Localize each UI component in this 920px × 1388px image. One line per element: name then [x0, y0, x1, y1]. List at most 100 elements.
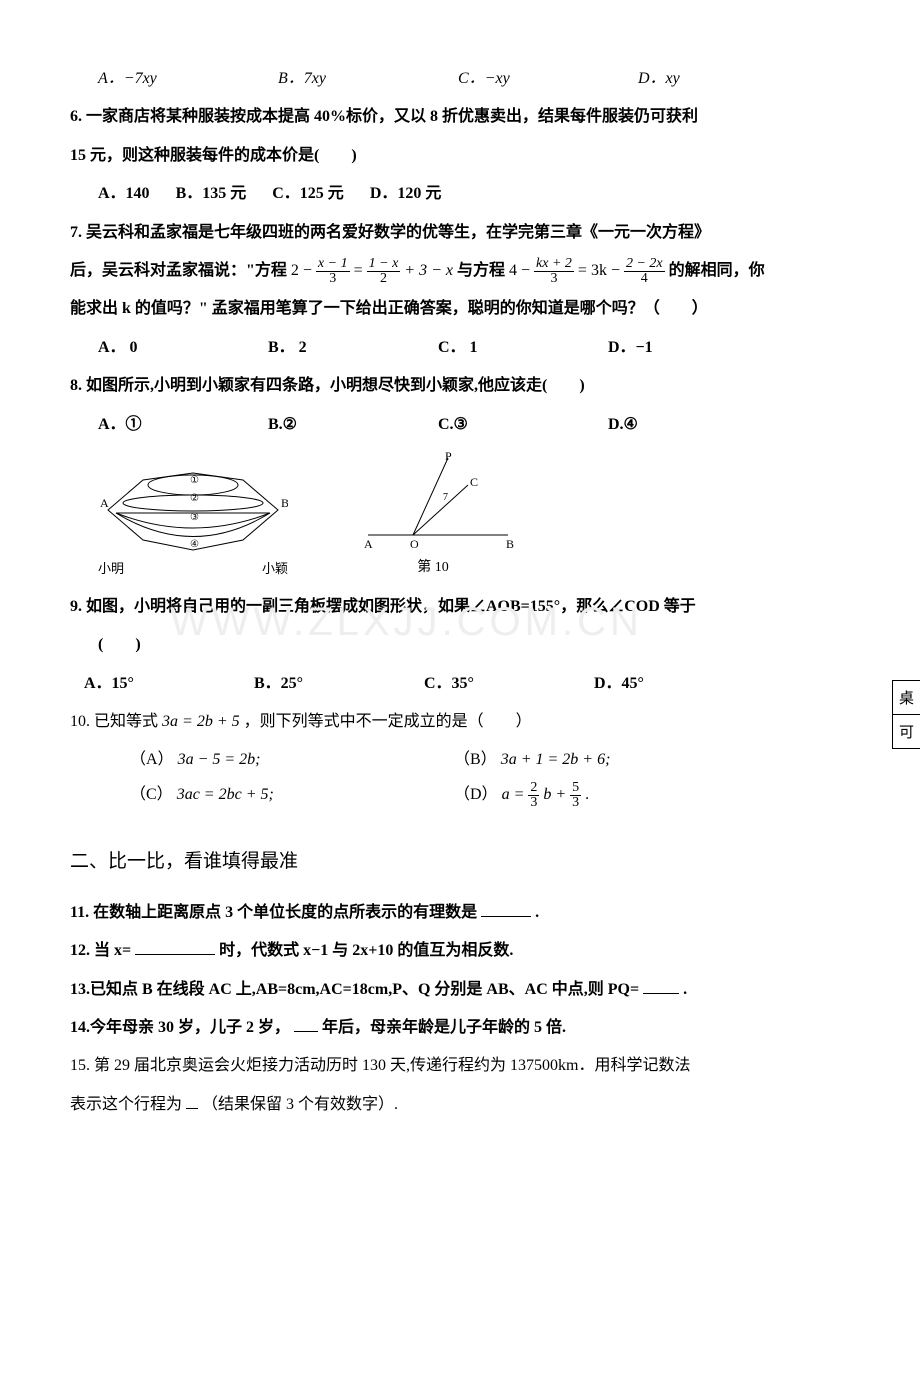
q6-opt-d: D．120 元	[370, 175, 442, 213]
e: 3a − 5 = 2b;	[178, 751, 261, 768]
f: 4	[624, 272, 665, 286]
diagram-paths: A B ① ② ③ ④ 小明 小颖	[98, 465, 288, 584]
q7-l2b: 与方程	[457, 262, 509, 279]
f: x − 1	[316, 257, 350, 272]
f1: 23	[528, 781, 539, 810]
q9-opt-d: D．45°	[594, 665, 764, 703]
n: 5	[570, 781, 581, 796]
strip-cell-2: 可	[893, 715, 920, 748]
svg-text:①: ①	[190, 475, 199, 486]
q14-a: 14.今年母亲 30 岁，儿子 2 岁，	[70, 1019, 290, 1036]
l: （C）	[130, 786, 177, 803]
section2-title: 二、比一比，看谁填得最准	[70, 840, 860, 884]
q7-eq2: 4 − kx + 23 = 3k − 2 − 2x4	[509, 262, 669, 279]
q10-eq: 3a = 2b + 5	[162, 713, 240, 730]
angle-svg: A O B P C 7	[348, 450, 518, 550]
q12: 12. 当 x= 时，代数式 x−1 与 2x+10 的值互为相反数.	[70, 932, 860, 970]
q10-line1: 10. 已知等式 3a = 2b + 5 ，则下列等式中不一定成立的是（ ）	[70, 703, 860, 741]
q9-opt-a: A．15°	[84, 665, 254, 703]
eq1-tail: + 3 − x	[404, 262, 453, 279]
q7-opt-b: B． 2	[268, 329, 438, 367]
lbl-ming: 小明	[98, 554, 124, 584]
q6-opt-c: C．125 元	[272, 175, 344, 213]
q12-b: 时，代数式 x−1 与 2x+10 的值互为相反数.	[219, 942, 513, 959]
q15-blank	[186, 1092, 198, 1109]
q6-opt-b: B．135 元	[176, 175, 247, 213]
q5-opt-a: A．−7xy	[98, 60, 278, 98]
q8-options: A．① B.② C.③ D.④	[70, 406, 860, 444]
q5-opt-b: B．7xy	[278, 60, 458, 98]
strip-cell-1: 桌	[893, 681, 920, 715]
svg-text:③: ③	[190, 512, 199, 523]
q12-blank	[135, 938, 215, 955]
q11: 11. 在数轴上距离原点 3 个单位长度的点所表示的有理数是 .	[70, 894, 860, 932]
q5-options: A．−7xy B．7xy C．−xy D．xy	[70, 60, 860, 98]
eq1-lead: 2 −	[291, 262, 312, 279]
lbl-P: P	[445, 450, 452, 463]
diagram-angle: A O B P C 7 第 10	[348, 450, 518, 584]
d: 3	[528, 796, 539, 810]
q14-blank	[294, 1015, 318, 1032]
q14-b: 年后，母亲年龄是儿子年龄的 5 倍.	[322, 1019, 566, 1036]
q7-opt-c: C． 1	[438, 329, 608, 367]
q8-opt-a: A．①	[98, 406, 268, 444]
n: 2	[528, 781, 539, 796]
l: （A）	[130, 751, 178, 768]
q7-opt-d: D．−1	[608, 329, 778, 367]
lbl-ying: 小颖	[262, 554, 288, 584]
q10-opt-b: （B） 3a + 1 = 2b + 6;	[454, 742, 774, 777]
q13-blank	[643, 977, 679, 994]
f: 2	[367, 272, 401, 286]
q7-opt-a: A． 0	[98, 329, 268, 367]
q10-options: （A） 3a − 5 = 2b; （B） 3a + 1 = 2b + 6; （C…	[70, 742, 860, 812]
q15-l2: 表示这个行程为 （结果保留 3 个有效数字）.	[70, 1086, 860, 1124]
q9-line1: 9. 如图，小明将自己用的一副三角板摆成如图形状，如果∠AOB=155°，那么∠…	[70, 588, 860, 626]
f: kx + 2	[534, 257, 574, 272]
q11-b: .	[535, 904, 539, 921]
e: 3ac = 2bc + 5;	[177, 786, 274, 803]
lbl-A: A	[100, 496, 109, 510]
q7-line3: 能求出 k 的值吗？" 孟家福用笔算了一下给出正确答案，聪明的你知道是哪个吗？（…	[70, 290, 860, 328]
q8-opt-b: B.②	[268, 406, 438, 444]
q10-opt-d: （D） a = 23 b + 53 .	[454, 777, 774, 812]
q7-eq1: 2 − x − 13 = 1 − x2 + 3 − x	[291, 262, 457, 279]
lbl-B: B	[281, 496, 288, 510]
q9-line2: ( )	[70, 626, 860, 664]
q13: 13.已知点 B 在线段 AC 上,AB=8cm,AC=18cm,P、Q 分别是…	[70, 971, 860, 1009]
q6-opt-a: A．140	[98, 175, 150, 213]
q5-opt-d: D．xy	[638, 60, 818, 98]
q15-b: 表示这个行程为	[70, 1096, 182, 1113]
t: .	[585, 786, 589, 803]
m: b +	[543, 786, 566, 803]
q13-b: .	[683, 981, 687, 998]
f: 1 − x	[367, 257, 401, 272]
lbl-A2: A	[364, 537, 373, 550]
q6-line1: 6. 一家商店将某种服装按成本提高 40%标价，又以 8 折优惠卖出，结果每件服…	[70, 98, 860, 136]
q8-opt-d: D.④	[608, 406, 778, 444]
eq2-lead: 4 −	[509, 262, 530, 279]
q9-opt-b: B．25°	[254, 665, 424, 703]
eq2-frac1: kx + 23	[534, 257, 574, 286]
q10-opt-c: （C） 3ac = 2bc + 5;	[130, 777, 450, 812]
q7-l2a: 后，吴云科对孟家福说："方程	[70, 262, 291, 279]
svg-text:②: ②	[190, 493, 199, 504]
f2: 53	[570, 781, 581, 810]
d: 3	[570, 796, 581, 810]
lbl-B2: B	[506, 537, 514, 550]
q7-l2c: 的解相同，你	[669, 262, 765, 279]
q14: 14.今年母亲 30 岁，儿子 2 岁， 年后，母亲年龄是儿子年龄的 5 倍.	[70, 1009, 860, 1047]
q5-opt-c: C．−xy	[458, 60, 638, 98]
q10-a: 10. 已知等式	[70, 713, 162, 730]
eq1-mid: =	[354, 262, 363, 279]
q13-a: 13.已知点 B 在线段 AC 上,AB=8cm,AC=18cm,P、Q 分别是…	[70, 981, 639, 998]
q10-opt-a: （A） 3a − 5 = 2b;	[130, 742, 450, 777]
q9-options: A．15° B．25° C．35° D．45°	[70, 665, 860, 703]
q6-options: A．140 B．135 元 C．125 元 D．120 元	[70, 175, 860, 213]
f: 3	[316, 272, 350, 286]
svg-text:④: ④	[190, 539, 199, 550]
l: （B）	[454, 751, 501, 768]
exam-page: A．−7xy B．7xy C．−xy D．xy 6. 一家商店将某种服装按成本提…	[0, 0, 920, 1184]
q7-options: A． 0 B． 2 C． 1 D．−1	[70, 329, 860, 367]
q15-c: （结果保留 3 个有效数字）.	[202, 1096, 398, 1113]
q11-a: 11. 在数轴上距离原点 3 个单位长度的点所表示的有理数是	[70, 904, 477, 921]
